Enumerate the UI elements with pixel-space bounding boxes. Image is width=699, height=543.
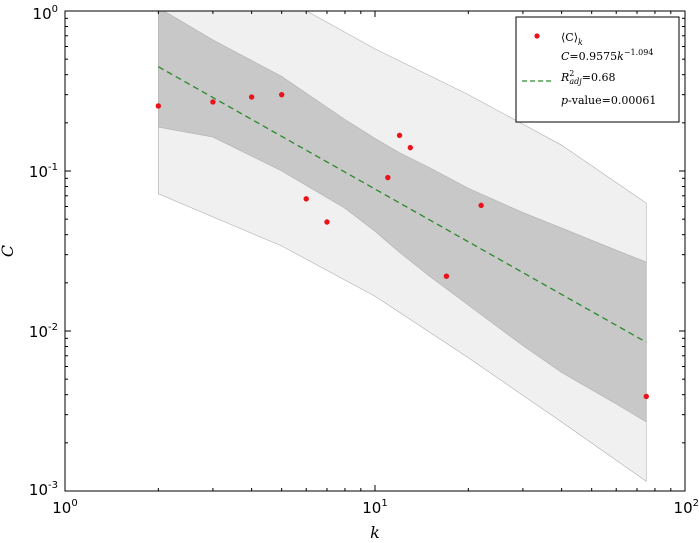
data-point-7 (385, 174, 391, 181)
plot-frame (64, 10, 686, 492)
x-tick-label-10-1: 101 (362, 498, 387, 517)
legend-pvalue: p-value=0.00061 (561, 94, 656, 107)
x-tick-label-10-0: 100 (52, 498, 77, 517)
points-layer (155, 91, 649, 400)
data-point-12 (643, 393, 649, 400)
y-tick-label-10-0: 100 (33, 4, 58, 23)
data-point-8 (396, 132, 403, 139)
legend-box (515, 16, 680, 123)
legend-eq-exp: −1.094 (624, 48, 654, 57)
legend-points-sub: k (578, 38, 583, 47)
y-tick-label-10--2: 10-2 (29, 322, 58, 341)
data-point-1 (155, 103, 162, 109)
legend-r2-sup: 2 (569, 69, 574, 78)
legend-eq-prefix: =0.9575 (569, 50, 617, 63)
legend-points-label: ⟨C⟩k (561, 31, 583, 47)
bands-layer (158, 11, 647, 482)
x-tick-labels: 100 101 102 (52, 498, 699, 517)
fit-layer (157, 66, 647, 343)
legend-eq-lhs: C (561, 50, 570, 63)
data-point-9 (407, 144, 414, 151)
y-tick-label-10--1: 10-1 (29, 162, 58, 181)
legend-point-marker (534, 33, 540, 39)
x-axis-label: k (370, 523, 380, 542)
y-axis-label: C (0, 245, 17, 257)
legend-r2: R2 adj=0.68 (560, 69, 615, 86)
legend-eq-var: k (617, 50, 624, 63)
legend: ⟨C⟩k C=0.9575k−1.094 R2 adj=0.68 p-value=… (515, 16, 680, 123)
data-point-5 (303, 196, 309, 202)
fit-line (157, 66, 647, 343)
legend-equation: C=0.9575k−1.094 (561, 48, 653, 63)
legend-points-symbol: ⟨C⟩ (561, 31, 578, 44)
legend-p-symbol: p (561, 94, 568, 107)
legend-p-text: -value (568, 94, 602, 107)
confidence-band (158, 11, 647, 423)
data-point-4 (278, 91, 285, 98)
x-tick-label-10-2: 102 (674, 498, 699, 517)
legend-r2-value: =0.68 (582, 71, 616, 84)
data-point-6 (324, 219, 330, 225)
legend-r2-symbol: R (560, 71, 569, 84)
data-point-2 (210, 99, 216, 105)
data-point-10 (443, 273, 450, 279)
legend-r2-sub: adj (569, 77, 582, 86)
y-tick-labels: 10-3 10-2 10-1 100 (29, 4, 58, 499)
y-tick-label-10--3: 10-3 (29, 480, 58, 499)
data-point-3 (248, 94, 255, 100)
data-point-11 (478, 202, 484, 209)
legend-p-value: =0.00061 (602, 94, 657, 107)
